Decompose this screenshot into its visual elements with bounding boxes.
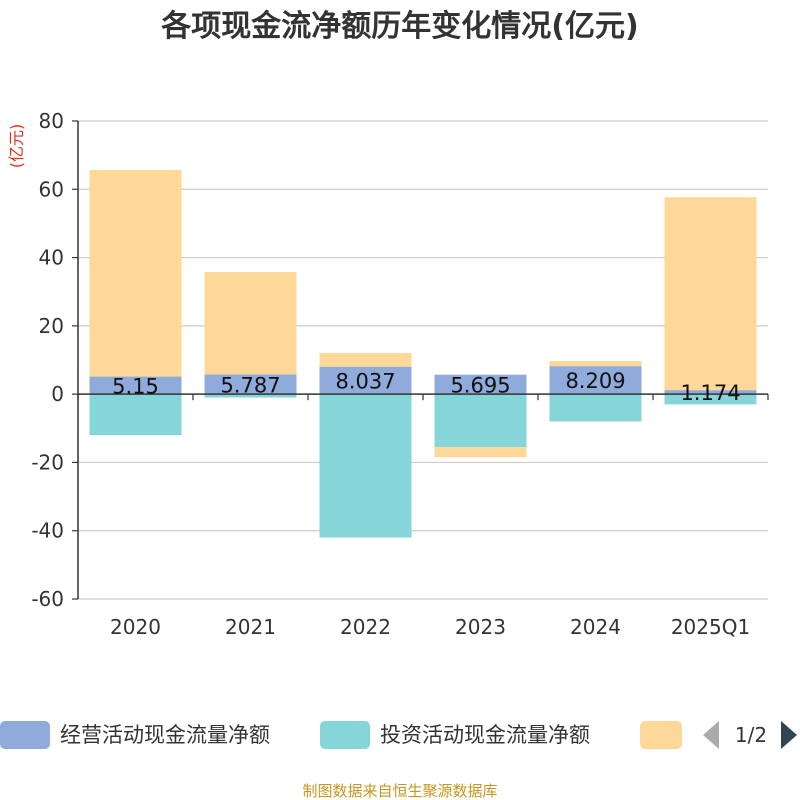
data-label: 5.787 (220, 373, 280, 397)
bar-2020-series-1[interactable] (89, 394, 182, 436)
y-tick-label: -40 (31, 519, 64, 543)
legend: 经营活动现金流量净额 投资活动现金流量净额 1/2 (0, 721, 797, 749)
bar-2023-series-1[interactable] (434, 394, 527, 448)
x-tick-label: 2020 (110, 615, 161, 639)
bar-2022-series-1[interactable] (319, 394, 412, 538)
chart-title: 各项现金流净额历年变化情况(亿元) (160, 9, 638, 44)
legend-label-operating: 经营活动现金流量净额 (60, 723, 270, 747)
y-tick-label: -20 (31, 450, 64, 474)
x-tick-label: 2025Q1 (671, 615, 750, 639)
gridlines (78, 120, 768, 600)
data-label: 8.037 (335, 369, 395, 393)
legend-swatch-operating (0, 721, 50, 749)
legend-item-financing[interactable] (640, 721, 682, 749)
legend-page-indicator: 1/2 (735, 723, 767, 747)
y-tick-label: 80 (39, 109, 64, 133)
data-label: 5.695 (450, 373, 510, 397)
bar-2024-series-2[interactable] (549, 360, 642, 367)
y-tick-label: -60 (31, 587, 64, 611)
data-label: 5.15 (112, 374, 159, 398)
legend-prev-page-icon[interactable] (703, 721, 719, 749)
bar-2023-series-2[interactable] (434, 447, 527, 458)
y-axis-ticks: 80 60 40 20 0 -20 -40 -60 (31, 109, 78, 611)
bar-2021-series-0[interactable] (204, 374, 297, 395)
x-tick-label: 2022 (340, 615, 391, 639)
bar-2022-series-0[interactable] (319, 366, 412, 395)
bar-2025Q1-series-0[interactable] (664, 390, 757, 395)
x-tick-label: 2024 (570, 615, 621, 639)
data-labels: 5.15 5.787 8.037 5.695 8.209 1.174 (112, 369, 740, 405)
y-tick-label: 40 (39, 246, 64, 270)
bar-2023-series-0[interactable] (434, 374, 527, 395)
legend-next-page-icon[interactable] (781, 721, 797, 749)
legend-item-operating[interactable]: 经营活动现金流量净额 (0, 721, 270, 749)
bar-2025Q1-series-2[interactable] (664, 197, 757, 391)
bar-2021-series-2[interactable] (204, 271, 297, 375)
legend-swatch-financing (640, 721, 682, 749)
data-label: 8.209 (565, 369, 625, 393)
y-tick-label: 20 (39, 314, 64, 338)
bar-2020-series-2[interactable] (89, 169, 182, 377)
y-tick-label: 60 (39, 177, 64, 201)
bar-2024-series-0[interactable] (549, 366, 642, 395)
bar-2020-series-0[interactable] (89, 376, 182, 395)
data-label: 1.174 (680, 381, 740, 405)
bar-2024-series-1[interactable] (549, 394, 642, 422)
y-tick-label: 0 (51, 382, 64, 406)
bar-2022-series-2[interactable] (319, 353, 412, 367)
data-source: 制图数据来自恒生聚源数据库 (302, 782, 497, 800)
legend-swatch-investing (320, 721, 370, 749)
bar-2021-series-1[interactable] (204, 394, 297, 398)
bar-2025Q1-series-1[interactable] (664, 394, 757, 405)
y-axis-unit: (亿元) (7, 124, 26, 169)
bars (89, 169, 757, 538)
x-tick-label: 2021 (225, 615, 276, 639)
legend-item-investing[interactable]: 投资活动现金流量净额 (320, 721, 590, 749)
x-tick-label: 2023 (455, 615, 506, 639)
legend-label-investing: 投资活动现金流量净额 (380, 723, 590, 747)
x-axis-ticks: 2020 2021 2022 2023 2024 2025Q1 (77, 394, 769, 639)
